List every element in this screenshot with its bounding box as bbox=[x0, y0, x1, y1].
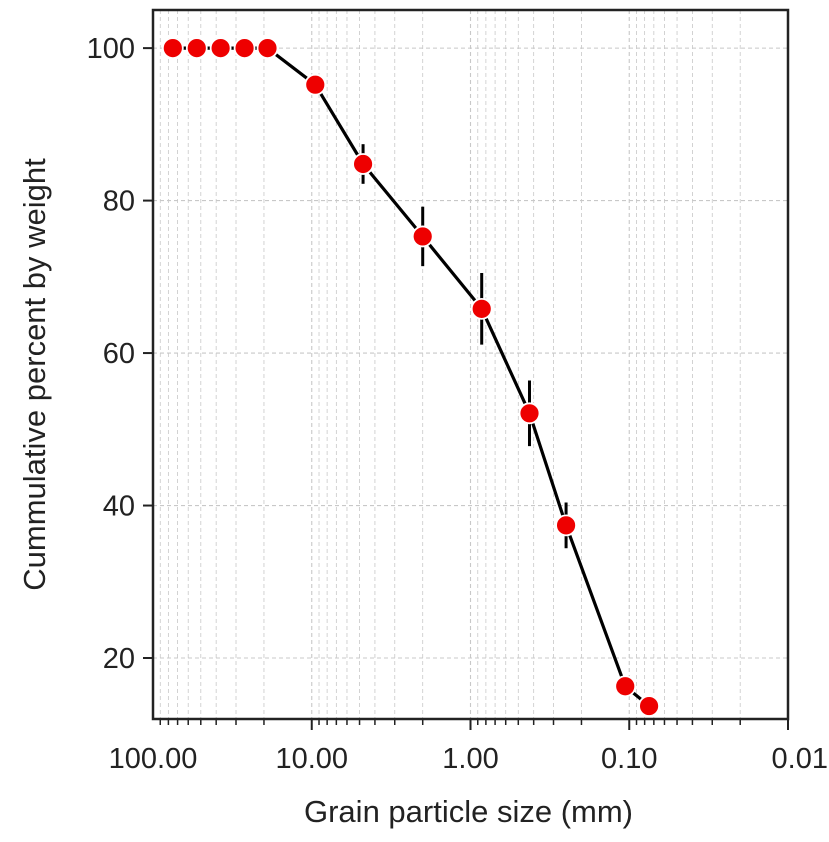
data-point bbox=[614, 675, 637, 698]
x-tick-label: 1.00 bbox=[442, 743, 498, 775]
y-tick-label: 40 bbox=[103, 491, 135, 523]
x-tick-label: 10.00 bbox=[275, 743, 348, 775]
grid-lines bbox=[153, 10, 789, 719]
data-point bbox=[518, 402, 541, 425]
data-point bbox=[470, 297, 493, 320]
data-point bbox=[411, 225, 434, 248]
data-point bbox=[161, 37, 184, 60]
x-tick-label: 100.00 bbox=[109, 743, 198, 775]
data-point bbox=[233, 37, 256, 60]
data-point bbox=[256, 37, 279, 60]
y-tick-label: 100 bbox=[87, 33, 135, 65]
y-tick-label: 60 bbox=[103, 338, 135, 370]
tick-labels: 20 40 60 80 100 100.00 10.00 1.00 0.10 0.01 bbox=[87, 33, 828, 775]
y-axis-title: Cummulative percent by weight bbox=[17, 158, 52, 591]
data-point bbox=[209, 37, 232, 60]
y-tick-label: 80 bbox=[103, 186, 135, 218]
series-line bbox=[172, 46, 651, 708]
x-tick-label: 0.01 bbox=[772, 743, 828, 775]
data-series bbox=[161, 37, 660, 717]
x-axis-title: Grain particle size (mm) bbox=[304, 794, 633, 829]
x-tick-label: 0.10 bbox=[601, 743, 657, 775]
data-point bbox=[352, 153, 374, 175]
data-point bbox=[185, 37, 208, 60]
y-tick-label: 20 bbox=[103, 643, 135, 675]
data-point bbox=[555, 514, 577, 537]
axis-ticks bbox=[143, 47, 789, 730]
data-point bbox=[304, 73, 327, 96]
data-point bbox=[638, 695, 660, 717]
